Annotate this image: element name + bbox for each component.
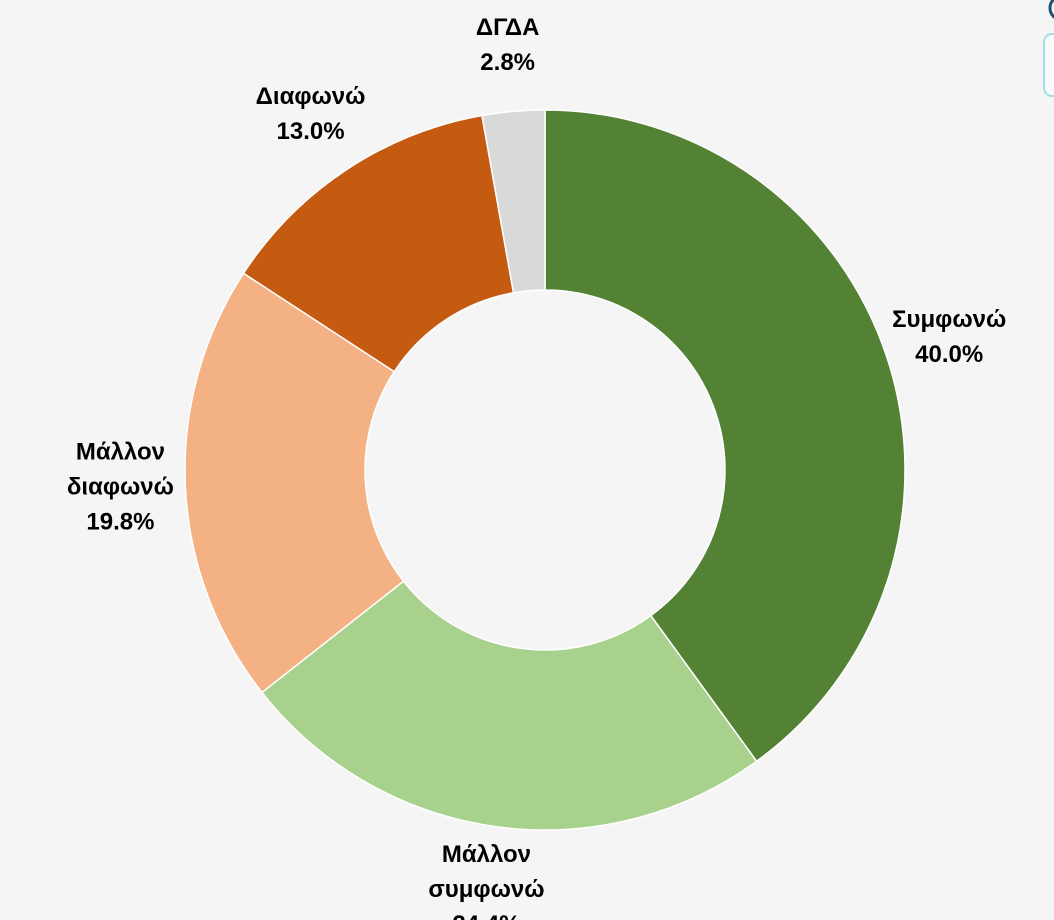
slice-label: Μάλλον διαφωνώ 19.8% <box>67 439 174 536</box>
slice-name-line: Μάλλον <box>442 841 531 868</box>
donut-slice <box>544 109 906 763</box>
slice-value-label: 40.0% <box>915 342 983 369</box>
corner-panel <box>1043 33 1054 97</box>
slice-name-line: συμφωνώ <box>428 876 544 903</box>
slice-label: Διαφωνώ 13.0% <box>256 83 366 145</box>
corner-icon <box>1048 0 1054 19</box>
slice-name: Μάλλον συμφωνώ <box>428 841 544 903</box>
slice-value-label: 2.8% <box>480 49 535 76</box>
slice-value-label: 13.0% <box>277 118 345 145</box>
donut-slice <box>260 580 758 831</box>
slice-name: Μάλλον διαφωνώ <box>67 439 174 501</box>
slice-name-line: Μάλλον <box>76 439 165 466</box>
slice-label: ΔΓΔΑ 2.8% <box>476 14 540 76</box>
slice-value-label: 24.4% <box>452 911 520 920</box>
slice-name-line: διαφωνώ <box>67 474 174 501</box>
slice-label: Μάλλον συμφωνώ 24.4% <box>428 841 544 920</box>
slice-name: ΔΓΔΑ <box>476 14 540 41</box>
slice-name: Διαφωνώ <box>256 83 366 110</box>
slice-name: Συμφωνώ <box>892 307 1006 334</box>
donut-slice <box>242 114 515 373</box>
slice-name-line: Διαφωνώ <box>256 83 366 110</box>
slice-label: Συμφωνώ 40.0% <box>892 307 1006 369</box>
donut-slice <box>184 272 405 694</box>
slice-value-label: 19.8% <box>86 509 154 536</box>
slice-name-line: Συμφωνώ <box>892 307 1006 334</box>
slice-name-line: ΔΓΔΑ <box>476 14 540 41</box>
donut-slice <box>481 109 546 294</box>
